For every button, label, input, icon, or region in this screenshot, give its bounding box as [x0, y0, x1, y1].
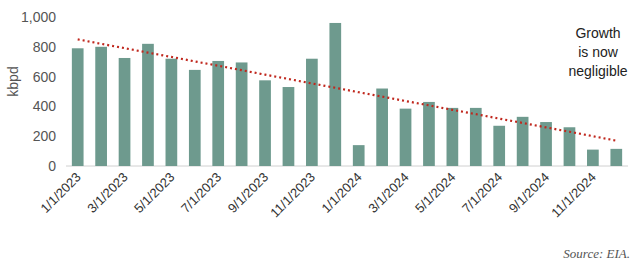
- x-tick-label: 11/1/2023: [267, 170, 318, 221]
- x-tick-label: 1/1/2024: [318, 170, 364, 216]
- chart-container: 02004006008001,000kbpd1/1/20233/1/20235/…: [0, 0, 640, 265]
- bar: [119, 58, 131, 166]
- bar: [142, 44, 154, 166]
- x-tick-label: 7/1/2024: [459, 170, 505, 216]
- bar: [564, 127, 576, 166]
- y-tick-label: 600: [33, 69, 57, 85]
- bar: [447, 108, 459, 166]
- annotation: is now: [578, 44, 619, 60]
- bar: [400, 109, 412, 166]
- bar: [353, 145, 365, 166]
- bar: [329, 23, 341, 166]
- trend-line: [78, 39, 617, 140]
- y-axis-line: [66, 17, 67, 166]
- annotation: negligible: [568, 63, 627, 79]
- bar: [236, 62, 248, 166]
- y-axis-label: kbpd: [5, 66, 21, 96]
- bar: [423, 102, 435, 166]
- x-tick-label: 3/1/2023: [84, 170, 130, 216]
- x-tick-label: 11/1/2024: [548, 170, 599, 221]
- bar: [189, 70, 201, 166]
- bar: [376, 89, 388, 166]
- x-tick-label: 9/1/2023: [225, 170, 271, 216]
- y-tick-label: 0: [48, 158, 56, 174]
- x-tick-label: 3/1/2024: [365, 170, 411, 216]
- x-tick-label: 7/1/2023: [178, 170, 224, 216]
- y-tick-label: 1,000: [21, 9, 56, 25]
- x-tick-label: 9/1/2024: [506, 170, 552, 216]
- x-tick-label: 1/1/2023: [37, 170, 83, 216]
- bar: [72, 48, 84, 166]
- y-tick-label: 200: [33, 128, 57, 144]
- x-tick-label: 5/1/2024: [412, 170, 458, 216]
- bar: [587, 150, 599, 166]
- bar: [493, 126, 505, 166]
- bar: [212, 61, 224, 166]
- bar: [259, 80, 271, 166]
- annotation: Growth: [575, 25, 620, 41]
- bar: [470, 108, 482, 166]
- chart-svg: 02004006008001,000kbpd1/1/20233/1/20235/…: [0, 0, 640, 265]
- bar: [306, 59, 318, 166]
- bar: [95, 47, 107, 166]
- y-tick-label: 800: [33, 39, 57, 55]
- bar: [166, 59, 178, 166]
- plot-area: [72, 23, 622, 166]
- source-note: Source: EIA.: [563, 246, 630, 261]
- bar: [283, 87, 295, 166]
- x-tick-label: 5/1/2023: [131, 170, 177, 216]
- bar: [610, 149, 622, 166]
- y-tick-label: 400: [33, 98, 57, 114]
